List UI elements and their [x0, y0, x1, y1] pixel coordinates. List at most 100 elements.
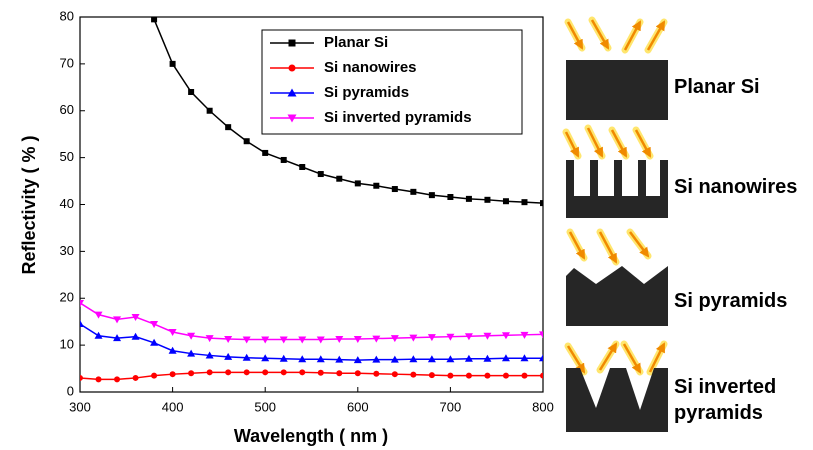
marker — [428, 192, 435, 199]
marker — [373, 182, 380, 189]
marker — [501, 354, 510, 362]
marker — [224, 352, 233, 360]
marker — [188, 89, 195, 95]
marker — [113, 316, 122, 324]
marker — [427, 355, 436, 363]
marker — [539, 331, 543, 339]
marker — [242, 353, 251, 361]
marker — [261, 336, 270, 344]
marker — [205, 335, 214, 343]
legend-label: Si inverted pyramids — [324, 109, 472, 126]
marker — [316, 336, 325, 344]
marker — [520, 331, 529, 339]
marker — [131, 332, 140, 340]
marker — [373, 370, 380, 377]
marker — [540, 200, 543, 207]
marker — [242, 336, 251, 344]
legend-box — [261, 29, 523, 135]
marker — [390, 335, 399, 343]
marker — [502, 372, 509, 379]
y-tick-label: 70 — [60, 55, 74, 70]
marker — [243, 138, 250, 145]
marker — [484, 196, 491, 203]
marker — [446, 355, 455, 363]
series-line — [80, 302, 543, 341]
marker — [187, 332, 196, 340]
marker — [353, 336, 362, 344]
marker — [465, 372, 472, 379]
x-tick-label: 500 — [254, 399, 276, 414]
x-tick-label: 800 — [532, 399, 554, 414]
marker — [521, 372, 528, 379]
marker — [94, 311, 103, 319]
marker — [427, 334, 436, 342]
marker — [206, 107, 213, 114]
marker — [447, 194, 454, 200]
x-tick-label: 700 — [440, 399, 462, 414]
marker — [113, 334, 122, 342]
diagram-label: Si nanowires — [674, 176, 798, 198]
marker — [501, 332, 510, 340]
marker — [446, 333, 455, 341]
diagram-label: Si pyramids — [674, 290, 788, 312]
marker — [288, 39, 296, 47]
marker — [409, 355, 418, 363]
marker — [280, 156, 287, 163]
marker — [502, 198, 509, 205]
legend: Planar Si Si nanowires Si pyramids Si inver… — [261, 29, 523, 135]
marker — [391, 186, 398, 193]
marker — [336, 370, 343, 377]
marker — [520, 354, 529, 362]
marker — [224, 336, 233, 344]
marker — [335, 355, 344, 363]
series — [80, 320, 543, 364]
y-tick-label: 40 — [60, 196, 74, 211]
y-tick-label: 50 — [60, 149, 74, 164]
marker — [169, 371, 176, 378]
marker — [465, 195, 472, 202]
marker — [132, 374, 139, 381]
marker — [483, 354, 492, 362]
marker — [410, 371, 417, 378]
y-axis-label: Reflectivity ( % ) — [19, 135, 39, 274]
y-tick-label: 30 — [60, 243, 74, 258]
marker — [372, 335, 381, 343]
legend-label: Si nanowires — [324, 59, 417, 76]
marker — [336, 175, 343, 182]
series — [80, 299, 543, 344]
marker — [391, 371, 398, 378]
x-tick-label: 400 — [162, 399, 184, 414]
marker — [94, 331, 103, 339]
marker — [288, 64, 296, 72]
legend-label: Planar Si — [324, 34, 388, 51]
y-tick-label: 10 — [60, 337, 74, 352]
marker — [372, 355, 381, 363]
marker — [225, 124, 232, 131]
marker — [353, 356, 362, 364]
marker — [298, 355, 307, 363]
series-line — [80, 323, 543, 361]
marker — [428, 372, 435, 379]
x-tick-label: 300 — [69, 399, 91, 414]
diagram-label: Si inverted pyramids — [674, 376, 777, 424]
marker — [317, 171, 324, 178]
series — [151, 17, 543, 207]
marker — [95, 376, 102, 383]
marker — [168, 329, 177, 336]
diagram — [562, 16, 668, 432]
marker — [169, 60, 176, 67]
marker — [299, 164, 306, 170]
marker — [287, 114, 297, 123]
marker — [262, 149, 269, 156]
marker — [298, 336, 307, 344]
marker — [150, 338, 159, 346]
marker — [168, 346, 177, 354]
marker — [187, 349, 196, 357]
marker — [390, 355, 399, 363]
marker — [225, 369, 232, 376]
series — [80, 369, 543, 383]
marker — [409, 334, 418, 342]
marker — [80, 374, 83, 381]
marker — [150, 321, 159, 329]
